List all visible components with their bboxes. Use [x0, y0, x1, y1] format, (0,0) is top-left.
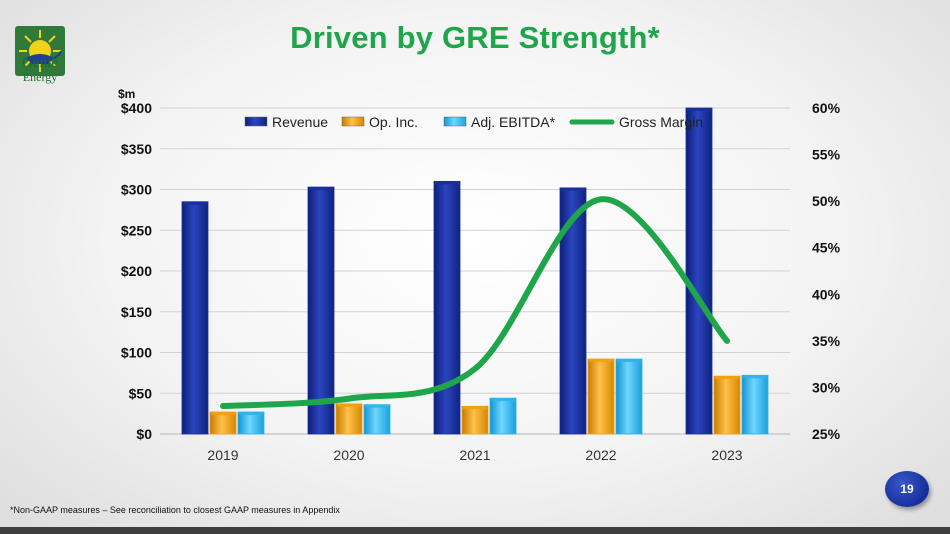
revenue-bar: [433, 180, 461, 435]
chart-legend: Revenue Op. Inc. Adj. EBITDA* Gross Margin: [244, 114, 703, 130]
revenue-bar: [307, 186, 335, 435]
revenue-bar-cap: [309, 187, 333, 191]
gross-margin-line: [220, 196, 730, 410]
adj-ebitda-bar-cap: [617, 359, 641, 363]
gridlines: [160, 107, 790, 435]
legend-label: Revenue: [272, 114, 328, 130]
adj-ebitda-bar-cap: [491, 398, 515, 402]
revenue-bar: [559, 187, 587, 435]
y-axis-unit-label: $m: [118, 87, 135, 101]
legend-swatch: [341, 116, 365, 127]
y-tick-label: $350: [121, 141, 152, 157]
legend-label: Op. Inc.: [369, 114, 418, 130]
bottom-bar: [0, 527, 950, 534]
x-tick-label: 2020: [333, 447, 364, 463]
genie-energy-logo: [15, 26, 65, 76]
adj-ebitda-bar: [237, 411, 265, 435]
legend-label: Gross Margin: [619, 114, 703, 130]
y2-tick-label: 35%: [812, 333, 841, 349]
y-tick-label: $0: [136, 426, 152, 442]
adj-ebitda-bar: [741, 374, 769, 435]
op-inc-bar: [713, 375, 741, 435]
y-tick-label: $400: [121, 100, 152, 116]
legend-label: Adj. EBITDA*: [471, 114, 556, 130]
op-inc-bar-cap: [463, 406, 487, 410]
revenue-bar-cap: [687, 108, 711, 111]
gross-margin-line-group: [220, 196, 730, 410]
y2-tick-label: 60%: [812, 100, 841, 116]
axes: $m $0 $50 $100 $150 $200 $250 $300 $350 $400 25% 3…: [118, 87, 841, 463]
adj-ebitda-bar: [363, 404, 391, 435]
x-tick-label: 2019: [207, 447, 238, 463]
x-tick-label: 2022: [585, 447, 616, 463]
op-inc-bar: [587, 358, 615, 435]
y2-tick-label: 45%: [812, 240, 841, 256]
revenue-bar: [685, 107, 713, 435]
revenue-bar-cap: [561, 187, 585, 191]
revenue-bar-cap: [183, 201, 207, 205]
adj-ebitda-bar: [615, 358, 643, 435]
y2-tick-label: 30%: [812, 379, 841, 395]
y2-tick-label: 40%: [812, 286, 841, 302]
y-tick-label: $150: [121, 304, 152, 320]
adj-ebitda-bar-cap: [239, 411, 263, 415]
y-tick-label: $250: [121, 222, 152, 238]
adj-ebitda-bar-cap: [365, 404, 389, 408]
op-inc-bar-cap: [211, 411, 235, 415]
footnote: *Non-GAAP measures – See reconciliation …: [10, 505, 340, 515]
adj-ebitda-bar-cap: [743, 375, 767, 379]
y-tick-label: $50: [129, 385, 153, 401]
page-number-badge: 19: [885, 471, 929, 507]
genie-lamp-icon: [26, 50, 62, 64]
y-tick-label: $200: [121, 263, 152, 279]
brand-name: Genie: [22, 55, 58, 71]
adj-ebitda-bar: [489, 397, 517, 435]
slide-title: Driven by GRE Strength*: [290, 20, 660, 55]
revenue-bar: [181, 201, 209, 435]
y-tick-label: $300: [121, 182, 152, 198]
y2-tick-label: 25%: [812, 426, 841, 442]
op-inc-bar-cap: [715, 376, 739, 380]
revenue-bar-cap: [435, 181, 459, 185]
brand-subname: Energy: [22, 70, 58, 84]
y2-tick-label: 55%: [812, 147, 841, 163]
legend-swatch: [244, 116, 268, 127]
op-inc-bar: [461, 405, 489, 435]
op-inc-bar: [209, 411, 237, 435]
x-tick-label: 2023: [711, 447, 742, 463]
op-inc-bar: [335, 403, 363, 435]
y2-tick-label: 50%: [812, 193, 841, 209]
legend-swatch: [443, 116, 467, 127]
op-inc-bar-cap: [589, 359, 613, 363]
y-tick-label: $100: [121, 345, 152, 361]
op-inc-bar-cap: [337, 403, 361, 407]
bars: [181, 107, 769, 435]
x-tick-label: 2021: [459, 447, 490, 463]
